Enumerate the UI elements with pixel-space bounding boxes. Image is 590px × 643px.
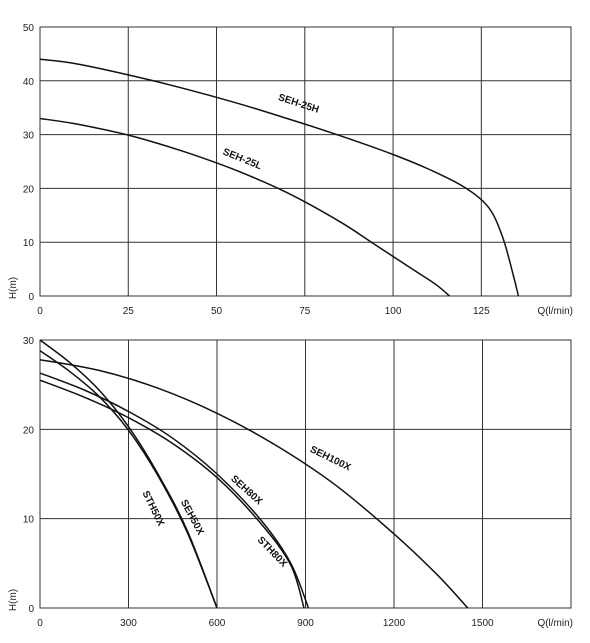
series-line-seh-25h [39,58,520,297]
series-label-seh-25h: SEH-25H [277,92,321,116]
series-line-seh100x [39,358,469,609]
y-tick-label: 30 [23,131,35,142]
y-axis-label: H(m) [8,277,19,299]
series-label-seh50x: SEH50X [178,498,206,537]
y-tick-label: 20 [23,184,35,195]
y-tick-label: 10 [23,515,35,526]
y-tick-label: 20 [23,425,35,436]
x-tick-label: 0 [37,618,43,629]
series-line-sth80x [39,379,305,609]
y-tick-label: 50 [23,23,35,34]
x-axis-label: Q(l/min) [537,618,573,629]
chart-panel-2: 0 300 600 900 1200 1500 0 10 20 30 Q(l/min) H(m) STH… [8,336,573,629]
chart-panel-1: 0 25 50 75 100 125 0 10 20 30 40 50 Q(l/min) H(m) SEH-… [8,23,573,317]
plot-frame [39,26,572,297]
y-tick-label: 40 [23,77,35,88]
series-label-sth50x: STH50X [140,489,167,528]
x-tick-label: 900 [297,618,314,629]
x-tick-label: 0 [37,306,43,317]
series-line-seh50x [39,339,218,609]
y-tick-label: 0 [28,292,34,303]
x-tick-label: 1500 [471,618,494,629]
x-tick-label: 100 [385,306,402,317]
y-tick-label: 0 [28,604,34,615]
x-tick-label: 600 [209,618,226,629]
x-tick-label: 125 [473,306,490,317]
series-label-seh100x: SEH100X [308,444,353,473]
x-tick-label: 300 [120,618,137,629]
x-axis-label: Q(l/min) [537,306,573,317]
y-tick-label: 30 [23,336,35,347]
y-axis-label: H(m) [8,589,19,611]
y-tick-label: 10 [23,238,35,249]
x-tick-label: 75 [299,306,311,317]
x-tick-label: 50 [211,306,223,317]
series-label-seh-25l: SEH-25L [221,147,263,173]
x-tick-label: 25 [123,306,135,317]
x-tick-label: 1200 [383,618,406,629]
series-line-seh80x [39,372,310,609]
series-line-seh-25l [39,117,450,297]
